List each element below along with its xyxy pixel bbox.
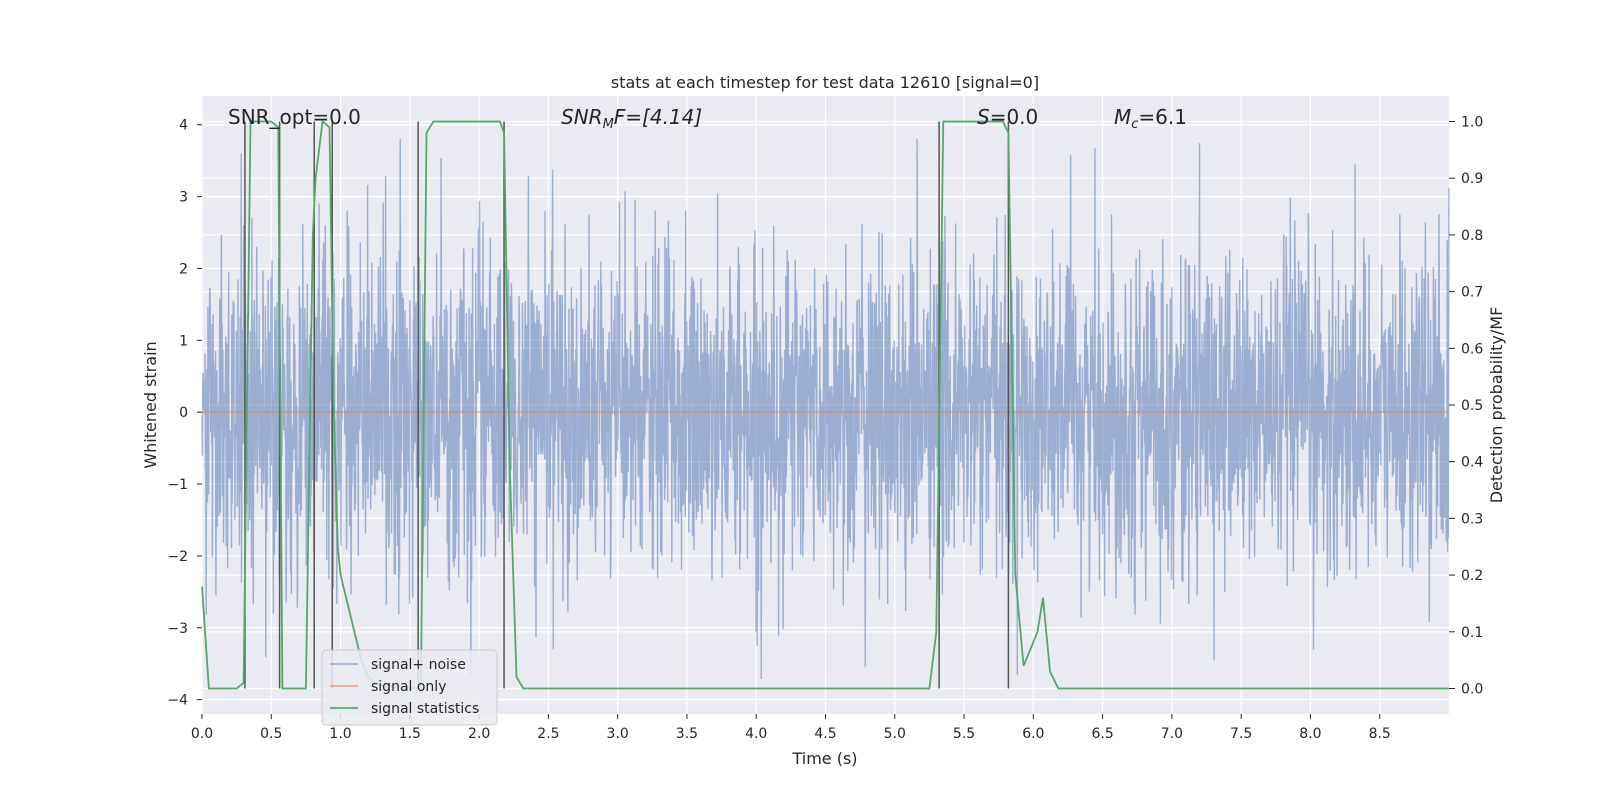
y-tick-label-right: 0.8: [1461, 228, 1483, 244]
y-tick-label: −2: [167, 549, 188, 565]
x-tick-label: 0.0: [191, 726, 213, 742]
annotation-snr-mf-rest: F=[4.14]: [614, 105, 702, 129]
x-tick-label: 4.0: [745, 726, 767, 742]
x-tick-label: 6.0: [1022, 726, 1044, 742]
y-axis-label: Whitened strain: [141, 341, 160, 468]
annotation-mc-sub: c: [1131, 117, 1138, 132]
x-tick-label: 0.5: [260, 726, 282, 742]
y-axis-label-right: Detection probability/MF: [1487, 307, 1506, 504]
annotation-s-main: S: [977, 105, 990, 129]
y-tick-label: 3: [179, 190, 188, 206]
x-tick-label: 7.5: [1230, 726, 1252, 742]
y-tick-label-right: 0.0: [1461, 681, 1483, 697]
y-tick-label: 4: [179, 118, 188, 134]
annotation-s: S=0.0: [977, 105, 1038, 129]
y-tick-label-right: 1.0: [1461, 115, 1483, 131]
y-tick-label: 0: [179, 405, 188, 421]
x-tick-label: 2.0: [468, 726, 490, 742]
annotation-snr-opt: SNR_opt=0.0: [228, 105, 361, 129]
y-ticks-right: 1.0 0.9 0.8 0.7 0.6 0.5 0.4 0.3 0.2 0.1 0.0: [1449, 115, 1483, 697]
x-tick-label: 6.5: [1091, 726, 1113, 742]
legend-box: [321, 649, 498, 726]
x-tick-label: 4.5: [814, 726, 836, 742]
chart-title: stats at each timestep for test data 126…: [611, 73, 1039, 92]
y-tick-label-right: 0.7: [1461, 285, 1483, 301]
legend: signal+ noise signal only signal statist…: [321, 649, 498, 726]
x-tick-label: 1.0: [329, 726, 351, 742]
x-tick-label: 2.5: [537, 726, 559, 742]
y-tick-label: −4: [167, 693, 188, 709]
y-tick-label-right: 0.4: [1461, 455, 1483, 471]
annotation-snr-mf: SNRMF=[4.14]: [561, 105, 702, 132]
x-tick-label: 1.5: [399, 726, 421, 742]
y-tick-label-right: 0.2: [1461, 568, 1483, 584]
legend-label-signal-only: signal only: [371, 679, 446, 695]
x-axis-label: Time (s): [791, 749, 857, 768]
x-tick-label: 7.0: [1161, 726, 1183, 742]
annotation-snr-mf-main: SNR: [561, 105, 603, 129]
noise-series: [201, 139, 1450, 680]
x-tick-label: 8.5: [1369, 726, 1391, 742]
x-tick-label: 3.0: [607, 726, 629, 742]
x-ticks: 0.0 0.5 1.0 1.5 2.0 2.5 3.0 3.5 4.0 4.5 5.0 5.5 6.0 6…: [191, 714, 1391, 742]
noise-trace: [201, 139, 1450, 680]
x-tick-label: 5.5: [953, 726, 975, 742]
y-tick-label-right: 0.6: [1461, 341, 1483, 357]
y-tick-label: 1: [179, 333, 188, 349]
x-tick-label: 8.0: [1299, 726, 1321, 742]
annotation-mc-rest: =6.1: [1138, 105, 1187, 129]
legend-label-noise: signal+ noise: [371, 657, 466, 673]
annotation-mc: Mc=6.1: [1114, 105, 1187, 132]
y-tick-label: −3: [167, 621, 188, 637]
y-tick-label-right: 0.9: [1461, 171, 1483, 187]
y-tick-label-right: 0.3: [1461, 511, 1483, 527]
y-tick-label: 2: [179, 261, 188, 277]
legend-label-statistics: signal statistics: [371, 701, 479, 717]
y-tick-label-right: 0.5: [1461, 398, 1483, 414]
y-tick-label-right: 0.1: [1461, 625, 1483, 641]
y-ticks: 4 3 2 1 0 −1 −2 −3 −4: [167, 118, 202, 709]
annotation-mc-main: M: [1114, 105, 1131, 129]
annotation-snr-mf-sub: M: [603, 117, 614, 132]
y-tick-label: −1: [167, 477, 188, 493]
x-tick-label: 3.5: [676, 726, 698, 742]
x-tick-label: 5.0: [884, 726, 906, 742]
annotation-s-rest: =0.0: [990, 105, 1039, 129]
